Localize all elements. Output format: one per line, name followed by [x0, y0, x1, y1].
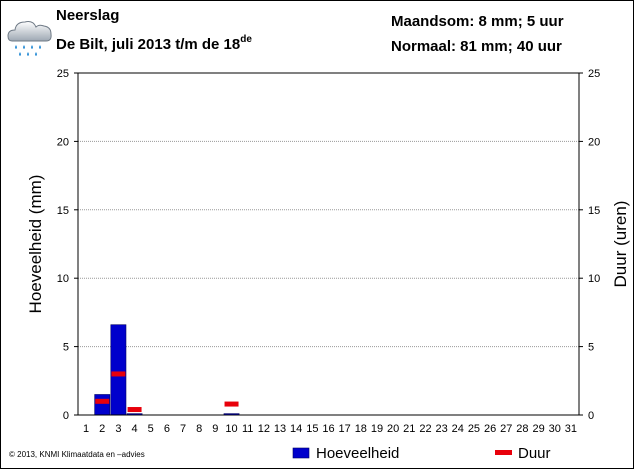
x-tick-label: 20 — [387, 423, 399, 435]
x-tick-label: 9 — [212, 423, 218, 435]
x-tick-label: 10 — [225, 423, 237, 435]
duration-marker — [127, 407, 142, 413]
plot-border — [77, 72, 580, 416]
precipitation-bar — [110, 324, 127, 416]
x-tick-label: 15 — [306, 423, 318, 435]
x-tick-label: 17 — [339, 423, 351, 435]
y-tick-label: 10 — [57, 273, 69, 285]
duration-marker — [95, 398, 110, 404]
y2-tick-label: 5 — [588, 342, 594, 354]
copyright-text: © 2013, KNMI Klimaatdata en –advies — [9, 450, 145, 459]
x-tick-label: 13 — [274, 423, 286, 435]
x-tick-label: 31 — [565, 423, 577, 435]
plot-area — [78, 73, 579, 415]
x-tick-label: 6 — [164, 423, 170, 435]
x-tick-label: 2 — [99, 423, 105, 435]
x-tick-label: 30 — [549, 423, 561, 435]
y2-tick-label: 0 — [588, 410, 594, 422]
y-axis-title: Hoeveelheid (mm) — [26, 175, 45, 314]
y2-axis-title: Duur (uren) — [611, 201, 630, 288]
x-tick-label: 12 — [258, 423, 270, 435]
x-tick-label: 26 — [484, 423, 496, 435]
chart-title: Neerslag — [56, 7, 120, 24]
x-tick-label: 8 — [196, 423, 202, 435]
y-tick-label: 20 — [57, 136, 69, 148]
y2-tick-label: 10 — [588, 273, 600, 285]
normal-stat: Normaal: 81 mm; 40 uur — [391, 38, 562, 55]
x-tick-label: 29 — [532, 423, 544, 435]
x-tick-label: 14 — [290, 423, 302, 435]
chart-subtitle: De Bilt, juli 2013 t/m de 18de — [56, 34, 252, 53]
y-tick-label: 5 — [63, 342, 69, 354]
y2-tick-label: 25 — [588, 68, 600, 80]
legend-label-hoeveelheid: Hoeveelheid — [316, 445, 399, 462]
x-tick-label: 22 — [419, 423, 431, 435]
x-tick-label: 24 — [452, 423, 464, 435]
x-tick-label: 23 — [436, 423, 448, 435]
month-total-stat: Maandsom: 8 mm; 5 uur — [391, 13, 564, 30]
x-tick-label: 16 — [322, 423, 334, 435]
x-tick-label: 11 — [242, 423, 253, 435]
y-tick-label: 15 — [57, 205, 69, 217]
x-tick-label: 27 — [500, 423, 512, 435]
x-tick-label: 18 — [355, 423, 367, 435]
y-tick-label: 0 — [63, 410, 69, 422]
x-tick-label: 25 — [468, 423, 480, 435]
y2-tick-label: 15 — [588, 205, 600, 217]
legend-swatch-duur — [495, 450, 512, 455]
subtitle-text: De Bilt, juli 2013 t/m de 18 — [56, 36, 241, 53]
y2-tick-label: 20 — [588, 136, 600, 148]
precipitation-bar — [94, 394, 111, 416]
x-tick-label: 4 — [132, 423, 138, 435]
y-tick-label: 25 — [57, 68, 69, 80]
legend-label-duur: Duur — [518, 445, 551, 462]
rain-cloud-icon — [7, 21, 52, 56]
x-tick-label: 3 — [115, 423, 121, 435]
x-tick-label: 7 — [180, 423, 186, 435]
duration-marker — [111, 371, 126, 377]
duration-marker — [224, 401, 239, 407]
x-tick-label: 19 — [371, 423, 383, 435]
x-tick-label: 5 — [148, 423, 154, 435]
x-tick-label: 21 — [403, 423, 415, 435]
legend-swatch-hoeveelheid — [292, 447, 310, 459]
subtitle-superscript: de — [240, 34, 252, 45]
x-tick-label: 1 — [83, 423, 89, 435]
x-tick-label: 28 — [516, 423, 528, 435]
